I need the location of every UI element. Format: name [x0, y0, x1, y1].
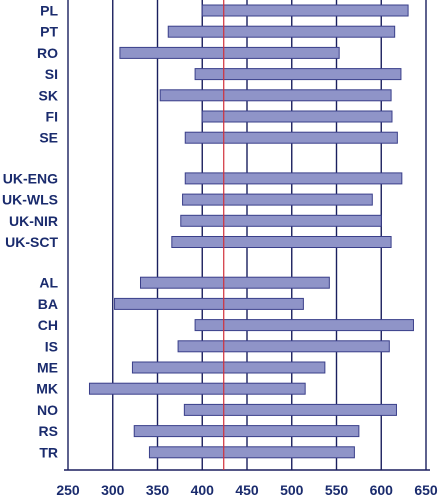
- category-label-is: IS: [45, 338, 58, 354]
- x-tick-label-400: 400: [191, 482, 215, 498]
- range-bar-rs: [133, 425, 360, 438]
- category-label-me: ME: [37, 360, 58, 376]
- range-bar-is: [177, 340, 390, 353]
- range-bar-uk-sct: [171, 236, 392, 248]
- range-bar-si: [194, 68, 402, 81]
- x-tick-label-300: 300: [101, 482, 125, 498]
- category-label-pl: PL: [40, 3, 58, 19]
- x-tick-label-600: 600: [370, 482, 394, 498]
- category-label-tr: TR: [39, 444, 58, 460]
- range-bar-me: [131, 361, 326, 374]
- category-label-fi: FI: [46, 109, 58, 125]
- category-label-al: AL: [39, 275, 58, 291]
- category-label-no: NO: [37, 402, 58, 418]
- category-label-se: SE: [39, 130, 58, 146]
- x-tick-label-650: 650: [414, 482, 438, 498]
- x-tick-label-350: 350: [146, 482, 170, 498]
- range-bar-pt: [167, 25, 396, 38]
- range-bar-tr: [148, 446, 355, 459]
- range-bar-al: [139, 276, 330, 289]
- category-label-ch: CH: [38, 317, 58, 333]
- range-bar-se: [184, 131, 398, 144]
- range-bar-mk: [88, 382, 306, 395]
- category-label-ba: BA: [38, 296, 58, 312]
- category-labels: PL PT RO SI SK FI SE UK-ENG UK-WLS UK-NIR UK-SCT AL…: [2, 3, 58, 461]
- range-bar-ro: [119, 46, 340, 59]
- range-bar-uk-nir: [180, 214, 382, 227]
- range-bar-pl: [201, 4, 409, 17]
- x-axis-tick-labels: 250 300 350 400 450 500 550 600 650: [56, 482, 438, 498]
- x-tick-label-450: 450: [235, 482, 259, 498]
- x-tick-label-250: 250: [56, 482, 80, 498]
- range-bar-uk-wls: [182, 193, 373, 206]
- category-label-si: SI: [45, 66, 58, 82]
- category-label-uk-sct: UK-SCT: [5, 234, 58, 250]
- category-label-pt: PT: [40, 24, 58, 40]
- x-tick-label-500: 500: [280, 482, 304, 498]
- category-label-sk: SK: [39, 87, 58, 103]
- category-label-uk-wls: UK-WLS: [2, 192, 58, 208]
- category-label-uk-eng: UK-ENG: [3, 170, 58, 186]
- category-label-mk: MK: [36, 381, 58, 397]
- category-label-ro: RO: [37, 45, 58, 61]
- range-bar-uk-eng: [184, 172, 403, 185]
- range-bars: [88, 4, 414, 459]
- category-label-rs: RS: [39, 423, 58, 439]
- range-bar-sk: [159, 89, 392, 102]
- range-bar-fi: [201, 110, 393, 123]
- category-label-uk-nir: UK-NIR: [9, 213, 58, 229]
- range-bar-ch: [194, 319, 414, 332]
- range-bar-ba: [114, 297, 304, 310]
- x-tick-label-550: 550: [325, 482, 349, 498]
- range-bar-no: [183, 403, 397, 416]
